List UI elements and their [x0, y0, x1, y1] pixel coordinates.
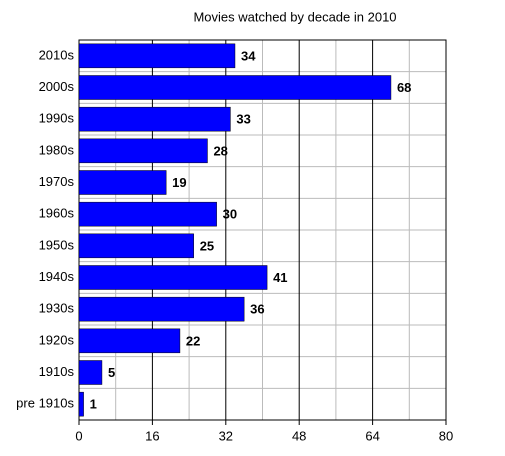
bar [78, 43, 236, 69]
value-label: 19 [172, 175, 186, 190]
value-label: 28 [213, 143, 227, 158]
y-tick-label: 1920s [39, 332, 75, 347]
bar [78, 201, 217, 227]
bar [78, 391, 84, 417]
value-label: 30 [223, 207, 237, 222]
y-tick-label: 1990s [39, 111, 75, 126]
y-tick-label: 1970s [39, 174, 75, 189]
y-tick-label: 1950s [39, 237, 75, 252]
y-tick-label: 1980s [39, 142, 75, 157]
bar [78, 170, 167, 195]
bar [78, 296, 245, 322]
value-label: 22 [186, 333, 200, 348]
bar [78, 360, 103, 385]
bar [78, 233, 194, 259]
y-tick-label: 1960s [39, 206, 75, 221]
bar [78, 265, 268, 290]
x-tick-label: 32 [219, 428, 233, 443]
x-tick-label: 48 [292, 428, 306, 443]
x-tick-label: 0 [75, 428, 82, 443]
y-tick-label: 2010s [39, 47, 75, 62]
value-label: 33 [236, 112, 250, 127]
y-tick-label: 1910s [39, 364, 75, 379]
value-label: 41 [273, 270, 287, 285]
y-tick-label: 1940s [39, 269, 75, 284]
bar [78, 328, 181, 354]
bar [78, 106, 231, 132]
chart-title: Movies watched by decade in 2010 [193, 9, 396, 24]
x-tick-label: 64 [365, 428, 379, 443]
value-label: 25 [200, 238, 214, 253]
y-tick-label: 1930s [39, 301, 75, 316]
value-label: 68 [397, 80, 411, 95]
y-tick-label: 2000s [39, 79, 75, 94]
value-label: 5 [108, 365, 115, 380]
value-label: 36 [250, 302, 264, 317]
bar [78, 138, 208, 164]
value-label: 1 [90, 397, 97, 412]
y-tick-label: pre 1910s [16, 396, 74, 411]
plot-frame [78, 39, 447, 421]
x-tick-label: 80 [439, 428, 453, 443]
value-label: 34 [241, 48, 256, 63]
bar [78, 75, 392, 100]
x-tick-label: 16 [145, 428, 159, 443]
